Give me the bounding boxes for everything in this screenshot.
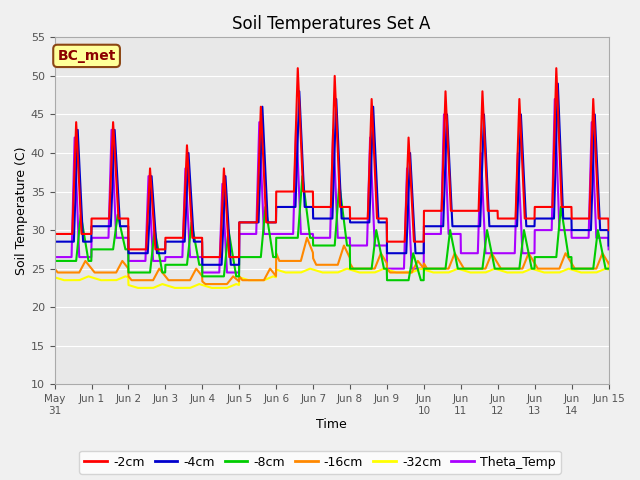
-16cm xyxy=(581,266,589,272)
Theta_Temp xyxy=(395,266,403,272)
Theta_Temp xyxy=(51,254,58,260)
-8cm xyxy=(605,266,612,272)
-4cm xyxy=(337,204,345,210)
-32cm xyxy=(496,267,504,273)
-8cm xyxy=(497,266,504,272)
-4cm xyxy=(496,223,504,229)
-32cm xyxy=(134,285,141,291)
-8cm xyxy=(154,244,161,250)
Theta_Temp xyxy=(551,96,559,102)
-32cm xyxy=(337,268,345,274)
Line: -32cm: -32cm xyxy=(54,262,609,288)
Line: -2cm: -2cm xyxy=(54,68,609,257)
-16cm xyxy=(605,261,612,266)
-2cm xyxy=(198,254,206,260)
Theta_Temp xyxy=(496,251,504,256)
-8cm xyxy=(396,277,403,283)
Text: BC_met: BC_met xyxy=(58,49,116,63)
-8cm xyxy=(51,258,58,264)
-2cm xyxy=(51,231,58,237)
-32cm xyxy=(202,283,210,289)
-16cm xyxy=(303,235,311,240)
-4cm xyxy=(605,242,612,248)
-4cm xyxy=(154,251,161,256)
-32cm xyxy=(154,283,162,289)
-16cm xyxy=(51,266,58,272)
-8cm xyxy=(383,277,391,283)
-32cm xyxy=(395,270,403,276)
-2cm xyxy=(497,216,504,221)
-16cm xyxy=(497,265,504,271)
-16cm xyxy=(396,270,403,276)
-32cm xyxy=(605,259,612,265)
X-axis label: Time: Time xyxy=(316,419,347,432)
-32cm xyxy=(51,275,58,280)
-16cm xyxy=(337,251,345,256)
-4cm xyxy=(202,262,210,268)
-4cm xyxy=(51,239,58,244)
-2cm xyxy=(337,204,345,210)
Line: Theta_Temp: Theta_Temp xyxy=(54,99,609,273)
Theta_Temp xyxy=(581,235,589,240)
Line: -8cm: -8cm xyxy=(54,176,609,280)
-16cm xyxy=(202,281,210,287)
-32cm xyxy=(580,270,588,276)
-8cm xyxy=(202,274,209,279)
-8cm xyxy=(337,195,345,201)
-8cm xyxy=(581,266,589,272)
-4cm xyxy=(581,227,589,233)
-2cm xyxy=(294,65,301,71)
-4cm xyxy=(198,262,206,268)
Theta_Temp xyxy=(202,270,210,276)
-4cm xyxy=(395,251,403,256)
-2cm xyxy=(605,227,612,233)
Theta_Temp xyxy=(198,270,206,276)
Legend: -2cm, -4cm, -8cm, -16cm, -32cm, Theta_Temp: -2cm, -4cm, -8cm, -16cm, -32cm, Theta_Te… xyxy=(79,451,561,474)
Y-axis label: Soil Temperature (C): Soil Temperature (C) xyxy=(15,146,28,275)
Theta_Temp xyxy=(605,247,612,252)
-2cm xyxy=(581,216,589,221)
-2cm xyxy=(154,247,161,252)
-8cm xyxy=(298,173,306,179)
-16cm xyxy=(154,269,161,275)
-16cm xyxy=(202,281,209,287)
Theta_Temp xyxy=(154,258,161,264)
-4cm xyxy=(554,81,562,86)
-2cm xyxy=(396,239,403,244)
Line: -16cm: -16cm xyxy=(54,238,609,284)
Title: Soil Temperatures Set A: Soil Temperatures Set A xyxy=(232,15,431,33)
-2cm xyxy=(202,254,210,260)
Line: -4cm: -4cm xyxy=(54,84,609,265)
Theta_Temp xyxy=(337,235,345,240)
